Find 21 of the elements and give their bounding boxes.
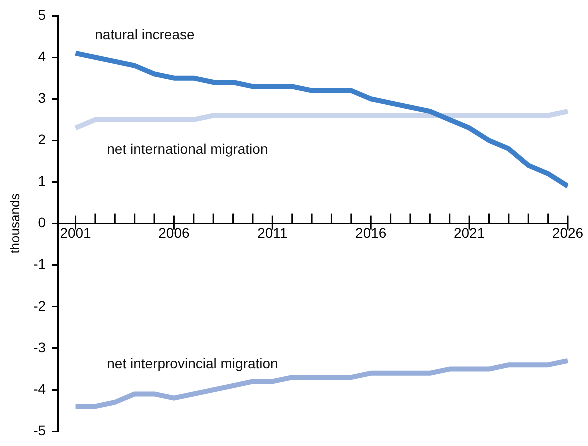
x-tick-label: 2021: [454, 225, 486, 242]
y-tick-label: 2: [38, 132, 46, 148]
y-tick-label: 3: [38, 90, 46, 106]
y-tick-label: 0: [38, 214, 46, 231]
series-label: net interprovincial migration: [107, 355, 278, 372]
x-tick-label: 2026: [552, 225, 584, 242]
series-label: net international migration: [107, 140, 268, 157]
x-tick-label: 2006: [158, 225, 190, 242]
y-tick-label: 5: [38, 6, 46, 23]
x-tick-label: 2001: [60, 225, 92, 242]
y-tick-label: -2: [34, 298, 46, 314]
y-tick-label: -4: [34, 380, 46, 397]
y-tick-label: 4: [38, 48, 46, 64]
x-tick-label: 2016: [356, 225, 387, 242]
y-tick-label: -1: [34, 256, 46, 272]
y-tick-label: -3: [34, 339, 46, 356]
series-label: natural increase: [95, 26, 195, 43]
y-tick-label: -5: [34, 422, 46, 438]
y-axis-title: thousands: [7, 193, 22, 254]
y-tick-label: 1: [38, 173, 46, 190]
x-tick-label: 2011: [258, 225, 288, 242]
